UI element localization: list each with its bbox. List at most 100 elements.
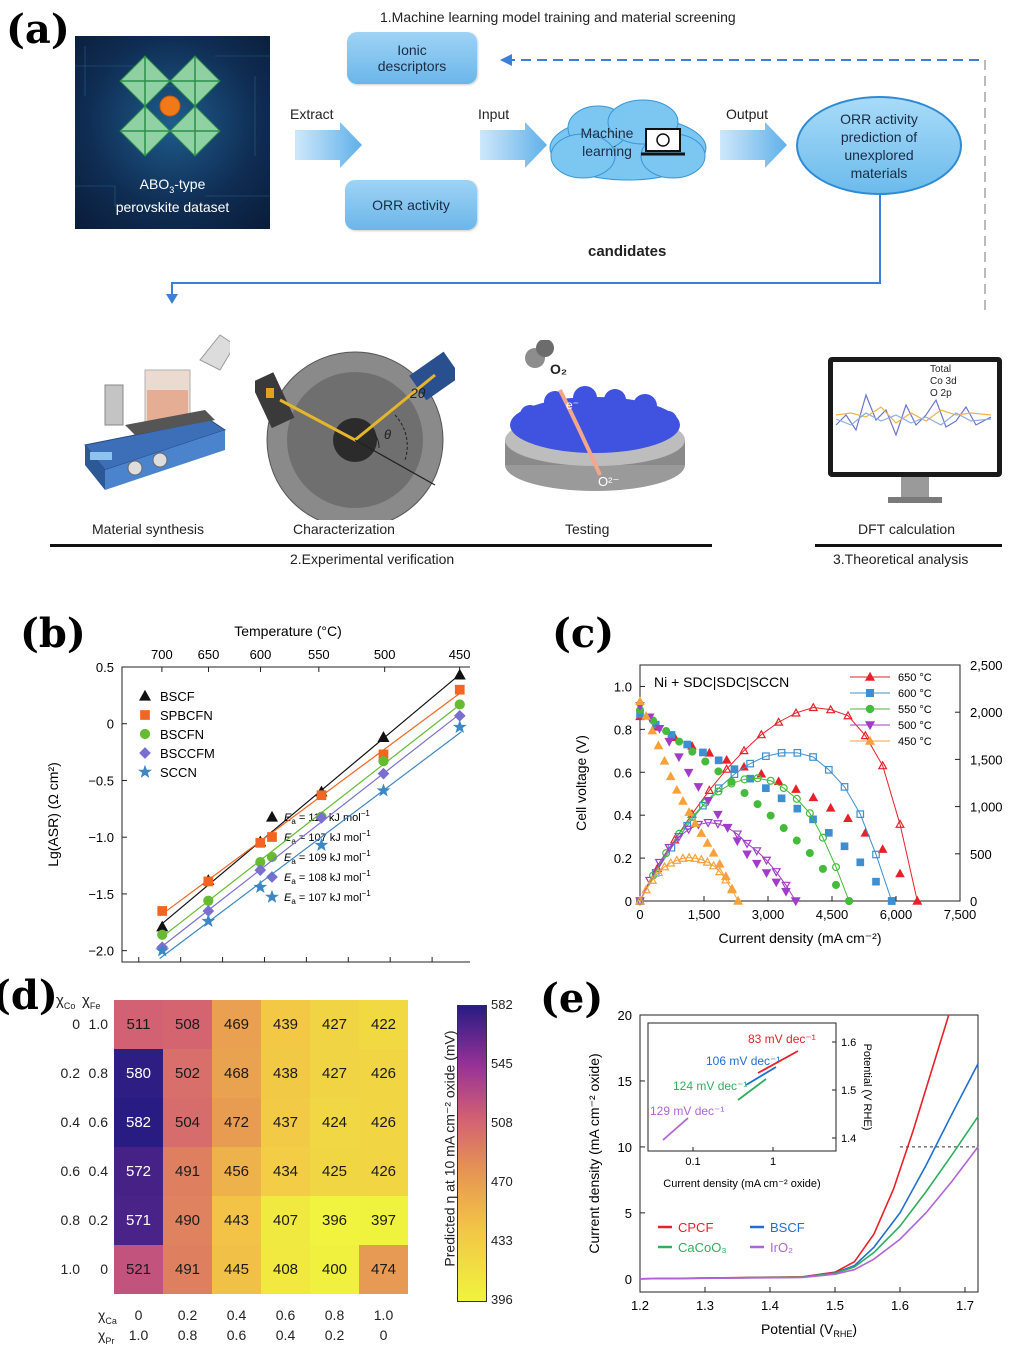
- top-tick-label: 550: [308, 647, 330, 662]
- heatmap-cell: 456: [212, 1147, 261, 1196]
- heatmap-cell: 521: [114, 1245, 163, 1294]
- legend-label-1: BSCF: [770, 1220, 805, 1235]
- power-point-500: [771, 868, 782, 877]
- candidates-label: candidates: [588, 243, 667, 260]
- x-tick-label: 1.3: [696, 1298, 714, 1313]
- power-point-650: [721, 764, 732, 773]
- voltage-point-500: [761, 869, 772, 878]
- x-tick-label: 1.10: [210, 968, 235, 970]
- point-bscf: [377, 731, 390, 742]
- power-point-650: [877, 760, 888, 770]
- col-label-pr: 1.0: [128, 1327, 149, 1343]
- inset-tafel-line-2: [737, 1078, 767, 1101]
- y-tick-label: −1.0: [88, 830, 114, 845]
- x-tick-label: 1.35: [419, 968, 444, 970]
- power-point-550: [714, 787, 723, 796]
- voltage-point-650: [808, 792, 819, 802]
- ea-label-sccn: Ea = 107 kJ mol−1: [284, 889, 371, 906]
- point-sccn: [201, 913, 216, 928]
- col-header-ca: χCa: [98, 1307, 117, 1326]
- legend-label-650: 650 °C: [898, 672, 932, 684]
- voltage-point-450: [659, 755, 670, 765]
- point-bscf: [156, 920, 169, 932]
- row-header-co-symbol: χ: [56, 992, 64, 1009]
- orr-activity-box: ORR activity: [345, 180, 477, 230]
- colorbar-tick-label: 433: [491, 1233, 513, 1248]
- point-bsccfm: [377, 767, 390, 780]
- chart-c-frame: [639, 664, 961, 902]
- legend-marker-bscf: [138, 689, 152, 701]
- power-point-500: [742, 839, 752, 849]
- legend-label-450: 450 °C: [898, 736, 932, 748]
- power-point-450: [647, 875, 658, 884]
- legend-label-bscf: BSCF: [160, 689, 195, 704]
- dft-monitor-image: [828, 357, 1002, 503]
- step3-title: 3.Theoretical analysis: [833, 551, 969, 567]
- power-point-450: [702, 857, 713, 866]
- heatmap-cell: 434: [261, 1147, 310, 1196]
- voltage-point-550: [727, 777, 736, 786]
- power-point-650: [739, 745, 749, 755]
- heatmap-cell: 407: [261, 1196, 310, 1245]
- legend-marker-spbcfn: [140, 710, 150, 720]
- colorbar-tick-label: 470: [491, 1174, 513, 1189]
- col-label-ca: 1.0: [373, 1307, 394, 1323]
- dft-legend-total: Total: [930, 364, 952, 375]
- voltage-point-450: [665, 771, 676, 781]
- col-label-ca: 0: [134, 1307, 143, 1323]
- voltage-point-650: [704, 747, 715, 757]
- row-header-fe-subscript: Fe: [89, 1001, 101, 1011]
- power-point-450: [696, 854, 707, 864]
- x-tick-label: 1.25: [336, 968, 361, 970]
- voltage-point-550: [818, 864, 827, 873]
- workflow-arrows: [166, 54, 986, 310]
- power-point-650: [704, 785, 715, 794]
- chart-c-iv-curves: 0 1,500 3,000 4,500 6,000 7,50000.20.40.60.81…: [573, 658, 1003, 946]
- power-point-650: [895, 819, 905, 828]
- power-point-550: [766, 776, 775, 785]
- material-synthesis-image: [84, 334, 230, 490]
- heatmap-cell: 502: [163, 1049, 212, 1098]
- point-sccn: [155, 943, 170, 957]
- heatmap-cell: 396: [310, 1196, 359, 1245]
- point-spbcfn: [454, 684, 465, 695]
- x-tick-label: 7,500: [944, 907, 977, 922]
- output-label: Output: [726, 106, 769, 122]
- prediction-text: ORR activity prediction of unexplored ma…: [840, 110, 918, 181]
- heatmap-cell: 504: [163, 1098, 212, 1147]
- inset-tafel-label-0: 83 mV dec⁻¹: [748, 1032, 816, 1046]
- y2-tick-label: 0: [970, 894, 977, 909]
- x-tick-label: 1.30: [378, 968, 403, 970]
- voltage-point-600: [683, 740, 692, 749]
- testing-image: [505, 340, 685, 491]
- inset-frame: [647, 1022, 837, 1152]
- testing-label: Testing: [565, 521, 610, 537]
- voltage-point-450: [678, 796, 688, 805]
- power-point-500: [654, 858, 665, 868]
- voltage-point-450: [702, 838, 713, 847]
- panel-label-c: (c): [552, 610, 615, 657]
- voltage-point-500: [771, 878, 782, 888]
- power-point-500: [761, 856, 772, 866]
- top-tick-label: 700: [151, 647, 173, 662]
- y-tick-label: 0: [107, 717, 114, 732]
- y2-tick-label: 1,500: [970, 752, 1003, 767]
- ionic-descriptors-box: Ionic descriptors: [347, 32, 477, 84]
- y-tick-label: 0.5: [96, 660, 114, 675]
- y-tick-label: 15: [618, 1074, 632, 1089]
- power-point-600: [777, 748, 786, 757]
- voltage-point-600: [699, 748, 707, 757]
- voltage-point-450: [635, 696, 645, 706]
- heatmap-cell: 572: [114, 1147, 163, 1196]
- voltage-point-550: [845, 896, 854, 906]
- x-tick-label: 6,000: [880, 907, 913, 922]
- inset-x-tick-label: 0.1: [685, 1156, 700, 1168]
- voltage-point-650: [877, 844, 888, 853]
- y2-tick-label: 1,000: [970, 800, 1003, 815]
- point-bsccfm: [254, 864, 267, 876]
- heatmap-cell: 508: [163, 1000, 212, 1049]
- col-label-ca: 0.6: [275, 1307, 296, 1323]
- voltage-point-450: [708, 847, 719, 857]
- voltage-point-550: [701, 757, 710, 766]
- power-point-600: [856, 810, 865, 818]
